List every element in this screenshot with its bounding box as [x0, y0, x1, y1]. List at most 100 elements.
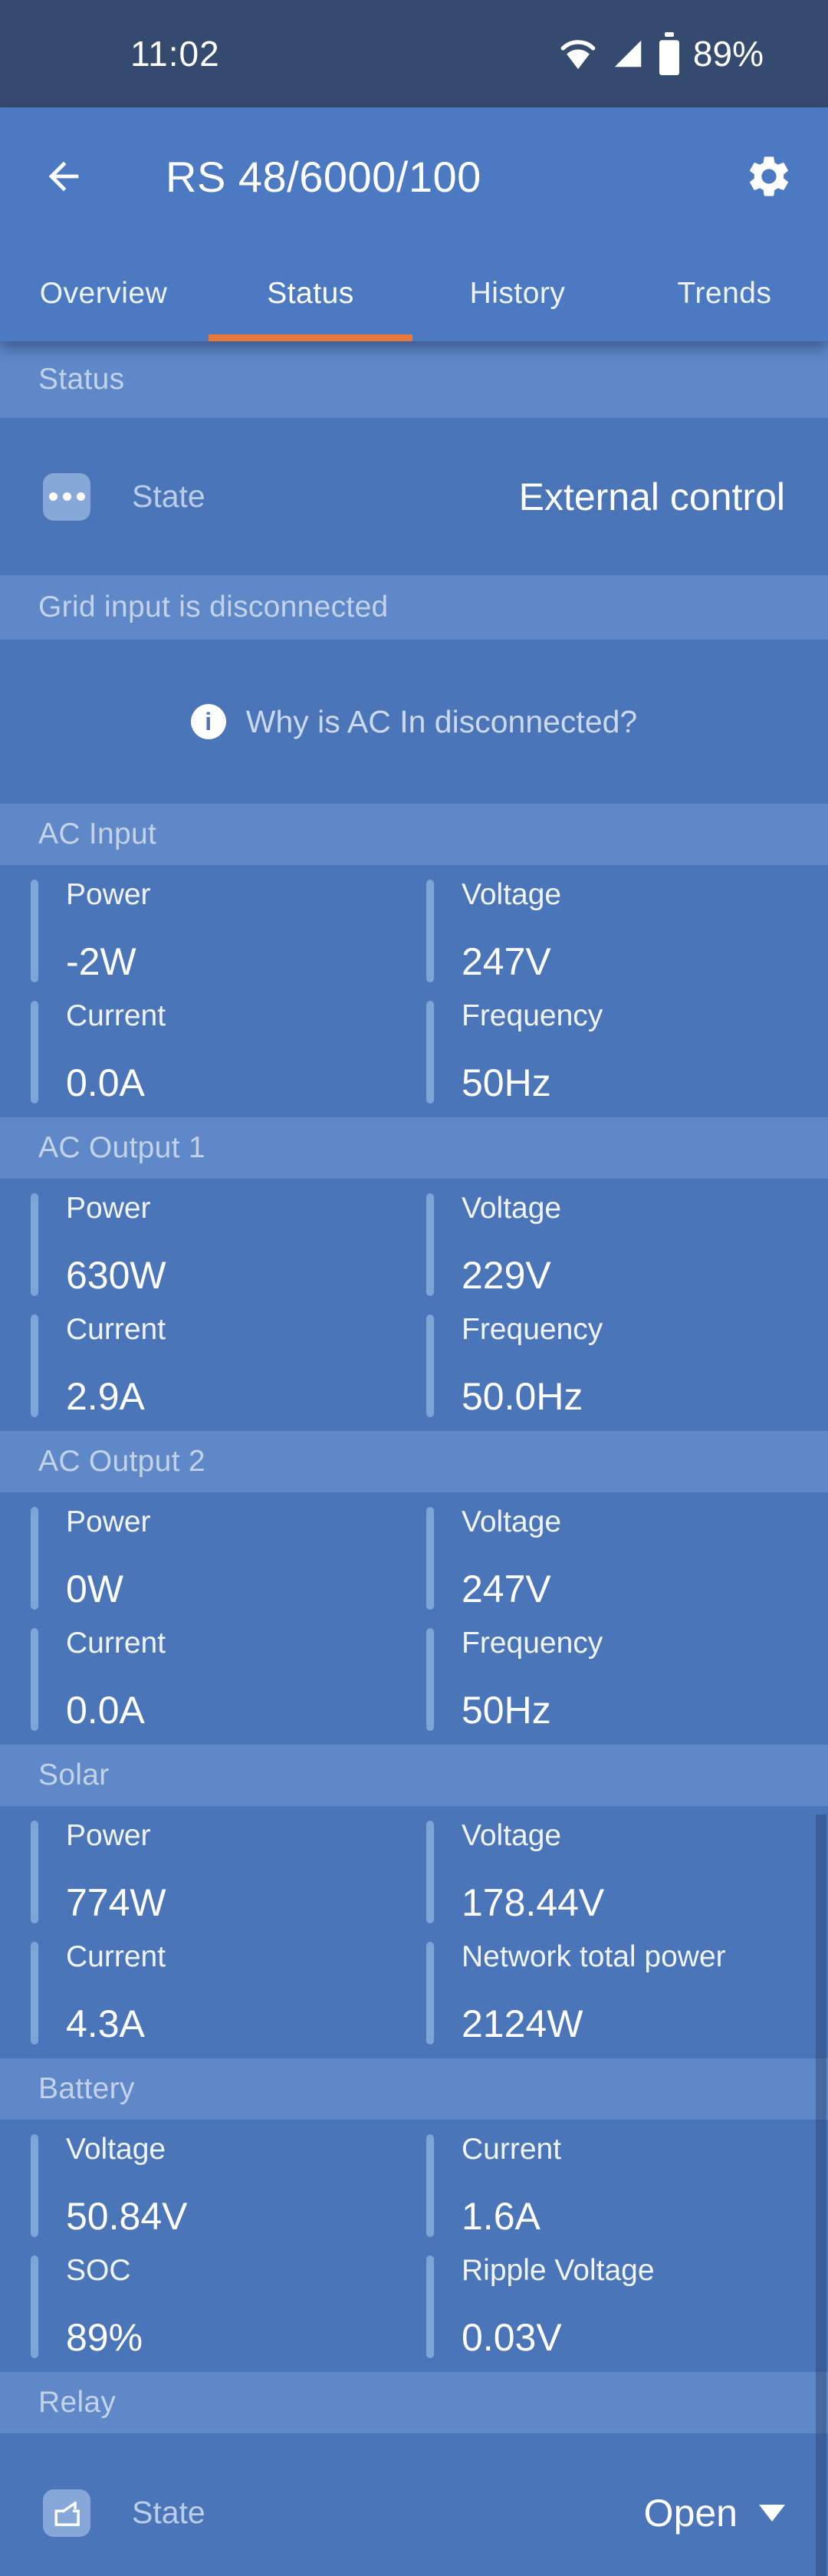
android-status-bar: 11:02 89% — [0, 0, 828, 107]
metric-cell: Frequency 50.0Hz — [414, 1312, 828, 1420]
active-tab-indicator — [209, 334, 412, 341]
section-header-battery: Battery — [0, 2058, 828, 2120]
tab-status[interactable]: Status — [267, 276, 354, 310]
metric-label: Voltage — [462, 1505, 562, 1538]
back-button[interactable] — [38, 151, 89, 202]
relay-state-row: State Open — [0, 2433, 828, 2576]
metric-label: Voltage — [462, 1192, 562, 1225]
metric-label: Current — [66, 1940, 166, 1973]
metric-label: Power — [66, 1819, 151, 1852]
metric-cell: Current 1.6A — [414, 2132, 828, 2239]
metric-cell: Current 4.3A — [0, 1939, 414, 2047]
scrollbar[interactable] — [816, 1814, 826, 2576]
solar-grid: Power 774W Voltage 178.44V Current 4.3A Net… — [0, 1806, 828, 2058]
metric-label: Voltage — [462, 1819, 562, 1852]
cell-accent-bar — [31, 1628, 38, 1731]
metric-label: Current — [462, 2133, 562, 2166]
metric-value: 229V — [462, 1254, 551, 1297]
metric-value: 50Hz — [462, 1061, 551, 1104]
settings-button[interactable] — [742, 150, 796, 203]
metric-cell: Power -2W — [0, 877, 414, 985]
cell-accent-bar — [426, 880, 434, 982]
section-header-status: Status — [0, 341, 828, 418]
metric-value: 0.03V — [462, 2316, 562, 2359]
metric-value: 50.0Hz — [462, 1375, 583, 1418]
relay-state-dropdown[interactable]: Open — [644, 2491, 785, 2535]
metric-cell: Power 630W — [0, 1191, 414, 1298]
metric-cell: SOC 89% — [0, 2253, 414, 2361]
metric-cell: Voltage 247V — [414, 1505, 828, 1612]
metric-cell: Power 0W — [0, 1505, 414, 1612]
cell-accent-bar — [31, 1193, 38, 1296]
metric-cell: Frequency 50Hz — [414, 998, 828, 1106]
battery-icon — [658, 32, 681, 75]
metric-label: SOC — [66, 2254, 131, 2287]
ac-output-1-grid: Power 630W Voltage 229V Current 2.9A Freque… — [0, 1179, 828, 1431]
app-bar: RS 48/6000/100 — [0, 107, 828, 245]
section-header-ac-output-2: AC Output 2 — [0, 1431, 828, 1492]
metric-cell: Current 0.0A — [0, 998, 414, 1106]
relay-icon — [43, 2489, 90, 2537]
grid-notice: Grid input is disconnected — [0, 575, 828, 640]
cell-accent-bar — [31, 2255, 38, 2358]
relay-state-label: State — [132, 2495, 205, 2530]
cell-accent-bar — [31, 1314, 38, 1417]
metric-label: Frequency — [462, 1313, 603, 1346]
state-label: State — [132, 479, 205, 514]
cell-accent-bar — [31, 2134, 38, 2237]
metric-value: 4.3A — [66, 2002, 145, 2045]
metric-label: Current — [66, 1627, 166, 1660]
page-title: RS 48/6000/100 — [166, 152, 481, 201]
cell-accent-bar — [31, 1001, 38, 1104]
battery-percent: 89% — [692, 34, 764, 74]
cell-accent-bar — [31, 1507, 38, 1610]
metric-value: 1.6A — [462, 2195, 540, 2238]
metric-value: 89% — [66, 2316, 143, 2359]
metric-label: Ripple Voltage — [462, 2254, 655, 2287]
ac-in-help-link[interactable]: i Why is AC In disconnected? — [0, 640, 828, 804]
metric-value: 0.0A — [66, 1689, 145, 1732]
cell-accent-bar — [426, 2255, 434, 2358]
tab-history[interactable]: History — [469, 276, 566, 310]
tab-overview[interactable]: Overview — [39, 276, 168, 310]
metric-value: 247V — [462, 940, 551, 983]
tab-trends[interactable]: Trends — [677, 276, 772, 310]
metric-cell: Voltage 247V — [414, 877, 828, 985]
metric-value: 178.44V — [462, 1881, 605, 1924]
cell-accent-bar — [426, 1942, 434, 2045]
arrow-left-icon — [41, 154, 86, 199]
metric-label: Current — [66, 1313, 166, 1346]
tab-bar: Overview Status History Trends — [0, 245, 828, 341]
metric-value: 247V — [462, 1568, 551, 1610]
state-value: External control — [518, 475, 785, 518]
metric-cell: Current 2.9A — [0, 1312, 414, 1420]
section-header-ac-input: AC Input — [0, 804, 828, 865]
cell-accent-bar — [31, 1942, 38, 2045]
header: RS 48/6000/100 Overview Status History T… — [0, 107, 828, 341]
section-header-solar: Solar — [0, 1745, 828, 1806]
section-header-relay: Relay — [0, 2372, 828, 2433]
metric-cell: Network total power 2124W — [414, 1939, 828, 2047]
metric-value: 0W — [66, 1568, 123, 1610]
metric-label: Frequency — [462, 1627, 603, 1660]
cell-accent-bar — [426, 1193, 434, 1296]
metric-label: Voltage — [66, 2133, 166, 2166]
metric-value: 0.0A — [66, 1061, 145, 1104]
metric-label: Power — [66, 1192, 151, 1225]
ac-in-help-text: Why is AC In disconnected? — [245, 703, 638, 739]
cellular-signal-icon — [610, 36, 646, 71]
wifi-icon — [558, 36, 598, 71]
cell-accent-bar — [426, 1821, 434, 1923]
metric-cell: Current 0.0A — [0, 1626, 414, 1733]
metric-value: 2.9A — [66, 1375, 145, 1418]
metric-value: 50.84V — [66, 2195, 188, 2238]
state-row: State External control — [0, 418, 828, 575]
metric-cell: Voltage 178.44V — [414, 1818, 828, 1926]
metric-label: Power — [66, 878, 151, 911]
cell-accent-bar — [426, 1628, 434, 1731]
metric-value: 774W — [66, 1881, 166, 1924]
battery-grid: Voltage 50.84V Current 1.6A SOC 89% Ripple … — [0, 2120, 828, 2372]
metric-value: 630W — [66, 1254, 166, 1297]
metric-label: Power — [66, 1505, 151, 1538]
